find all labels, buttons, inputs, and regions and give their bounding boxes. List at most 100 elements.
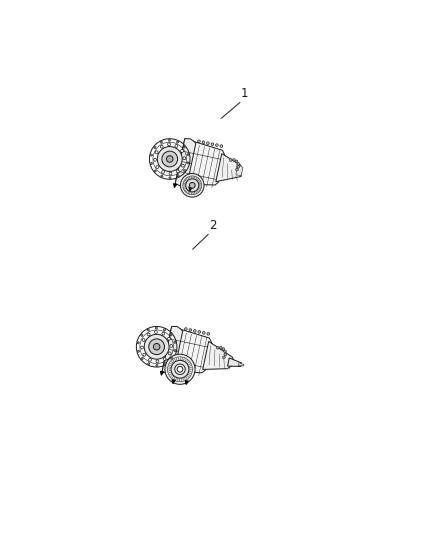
Circle shape (162, 171, 165, 174)
Circle shape (230, 159, 232, 161)
Circle shape (155, 327, 157, 329)
Circle shape (180, 150, 184, 152)
Circle shape (207, 142, 209, 144)
Circle shape (149, 339, 165, 354)
Circle shape (161, 175, 163, 177)
Circle shape (189, 182, 195, 188)
Circle shape (169, 176, 171, 179)
Circle shape (183, 146, 185, 148)
Circle shape (156, 360, 159, 363)
Circle shape (194, 329, 196, 332)
Polygon shape (216, 154, 241, 182)
Circle shape (170, 334, 172, 336)
Circle shape (220, 145, 223, 148)
Circle shape (207, 333, 209, 335)
Circle shape (219, 346, 222, 349)
Circle shape (154, 158, 156, 161)
Circle shape (167, 357, 192, 382)
Circle shape (137, 342, 139, 344)
Circle shape (222, 348, 225, 350)
Polygon shape (175, 139, 196, 186)
Polygon shape (227, 358, 242, 367)
Circle shape (223, 356, 225, 359)
Circle shape (156, 166, 159, 168)
Circle shape (174, 341, 176, 343)
Polygon shape (236, 164, 243, 175)
Circle shape (211, 143, 214, 146)
Circle shape (174, 350, 176, 352)
Circle shape (160, 146, 163, 148)
Circle shape (160, 141, 162, 143)
Circle shape (141, 346, 143, 349)
Circle shape (184, 328, 187, 330)
Circle shape (181, 164, 184, 167)
Circle shape (169, 172, 172, 175)
Circle shape (198, 330, 201, 333)
Circle shape (187, 162, 189, 164)
Circle shape (237, 163, 240, 165)
Circle shape (157, 147, 182, 172)
Polygon shape (175, 139, 226, 185)
Circle shape (170, 357, 173, 359)
Circle shape (177, 175, 179, 177)
Circle shape (147, 333, 150, 336)
Circle shape (162, 332, 165, 335)
Circle shape (224, 350, 226, 353)
Circle shape (163, 329, 166, 331)
Polygon shape (203, 342, 234, 369)
Circle shape (224, 353, 226, 356)
Polygon shape (162, 327, 183, 374)
Circle shape (143, 353, 146, 356)
Circle shape (142, 338, 145, 342)
Circle shape (167, 143, 170, 146)
Circle shape (162, 151, 177, 167)
Circle shape (233, 159, 235, 161)
Circle shape (166, 156, 173, 162)
Circle shape (187, 154, 189, 156)
Circle shape (183, 176, 201, 195)
Circle shape (141, 334, 143, 336)
Circle shape (153, 343, 160, 350)
Circle shape (154, 147, 156, 149)
Circle shape (184, 169, 186, 172)
Circle shape (189, 329, 192, 332)
Circle shape (237, 166, 240, 168)
Circle shape (170, 344, 173, 348)
Circle shape (151, 163, 152, 165)
Circle shape (144, 334, 169, 359)
Circle shape (148, 358, 152, 361)
Circle shape (175, 144, 178, 147)
Circle shape (154, 170, 156, 172)
Circle shape (169, 139, 170, 141)
Circle shape (176, 170, 179, 173)
Text: 2: 2 (208, 219, 216, 231)
Circle shape (215, 144, 218, 147)
Circle shape (150, 154, 152, 156)
Circle shape (183, 157, 186, 160)
Polygon shape (238, 362, 244, 366)
Circle shape (163, 358, 166, 360)
Circle shape (180, 174, 204, 197)
Circle shape (155, 330, 157, 334)
Circle shape (175, 364, 185, 375)
Circle shape (235, 160, 238, 163)
Circle shape (138, 350, 139, 352)
Circle shape (147, 329, 149, 331)
Circle shape (236, 168, 238, 171)
Circle shape (148, 362, 150, 365)
Circle shape (198, 140, 200, 143)
Circle shape (165, 354, 195, 384)
Circle shape (216, 346, 219, 349)
Circle shape (155, 151, 158, 154)
Circle shape (202, 332, 205, 334)
Circle shape (141, 358, 143, 360)
Circle shape (177, 366, 183, 372)
Polygon shape (162, 327, 213, 373)
Text: 1: 1 (240, 87, 248, 100)
Circle shape (156, 365, 158, 367)
Circle shape (177, 141, 179, 143)
Circle shape (164, 362, 166, 365)
Circle shape (202, 141, 205, 143)
Circle shape (167, 337, 170, 340)
Circle shape (168, 352, 171, 355)
